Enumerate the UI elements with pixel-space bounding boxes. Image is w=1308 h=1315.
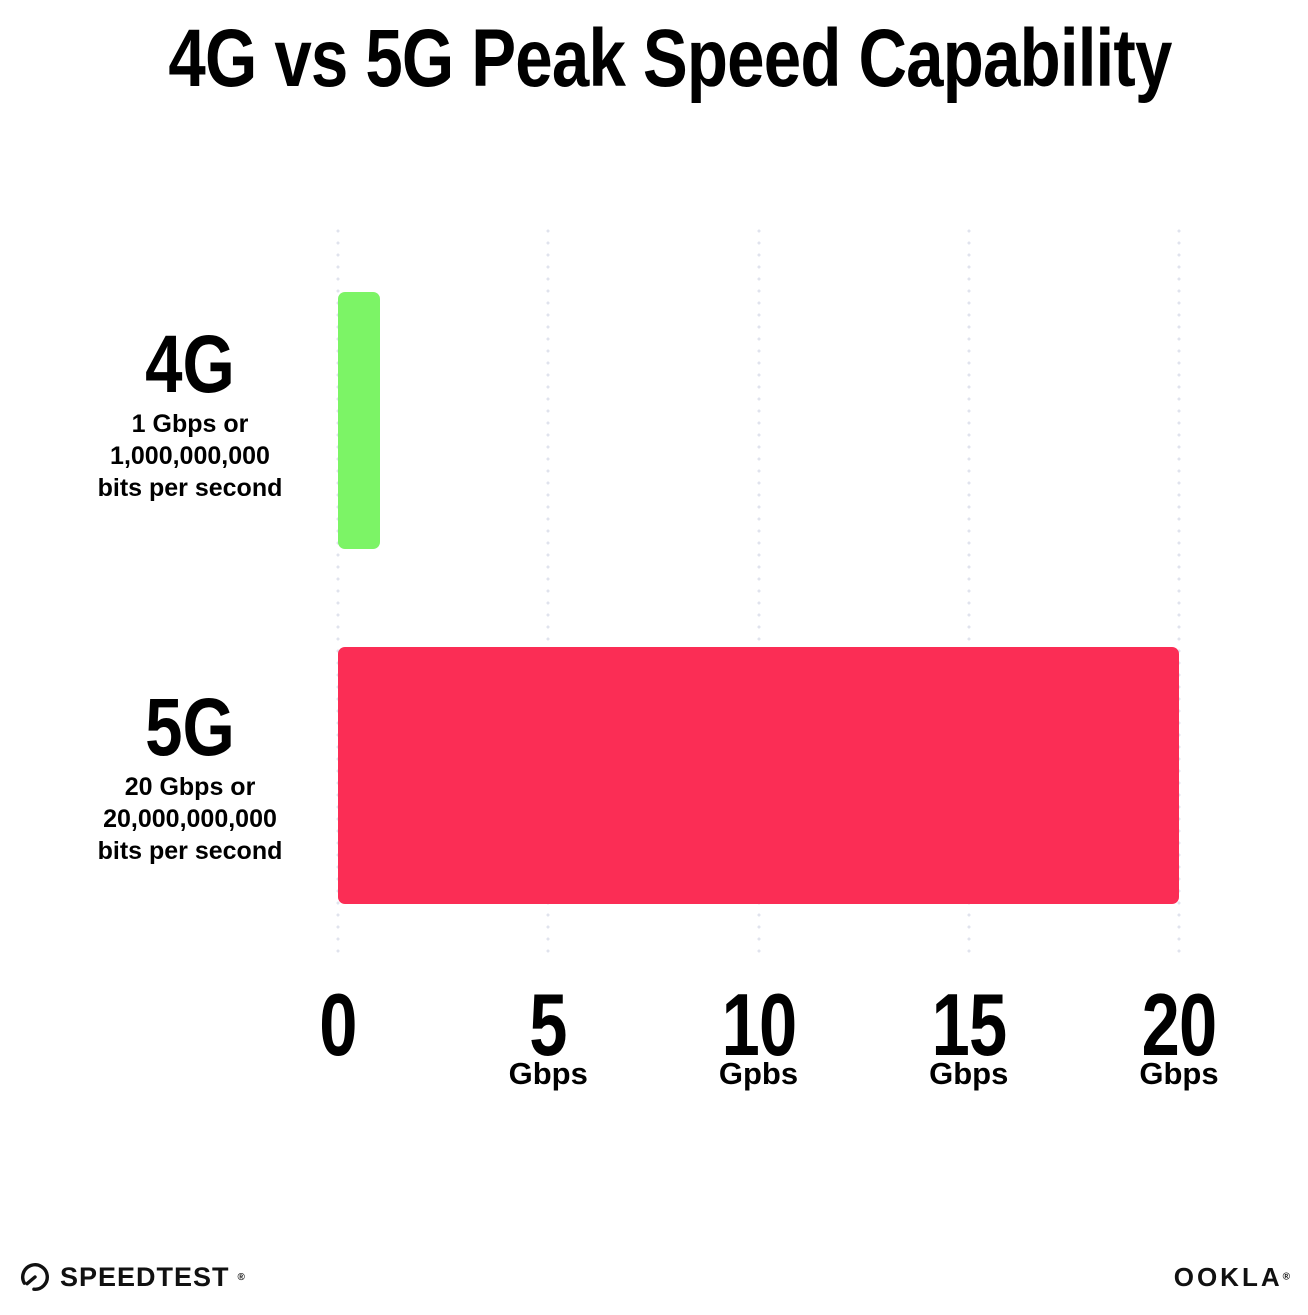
speedtest-logo: SPEEDTEST ®: [18, 1260, 245, 1294]
bar-4g: [338, 292, 381, 549]
ookla-trademark: ®: [1282, 1271, 1290, 1283]
plot-area: [336, 225, 1181, 960]
category-label-5g: 5G: [145, 682, 235, 773]
x-tick-5: 5 Gbps: [428, 981, 668, 1092]
x-axis: 0 5 Gbps 10 Gpbs 15 Gbps 20 Gbps: [319, 981, 1218, 1101]
x-tick-0: 0: [218, 981, 458, 1069]
category-sublabel: 20 Gbps or: [124, 773, 256, 801]
speedtest-gauge-icon: [18, 1260, 52, 1294]
x-tick-15: 15 Gbps: [849, 981, 1089, 1092]
category-sublabel: bits per second: [97, 474, 283, 502]
speedtest-wordmark: SPEEDTEST: [60, 1261, 230, 1292]
x-tick-number: 5: [529, 975, 568, 1074]
category-sublabel: 1,000,000,000: [110, 442, 270, 470]
category-sublabel: bits per second: [97, 837, 283, 865]
category-label-4g: 4G: [145, 319, 235, 410]
x-tick-unit: Gbps: [1139, 1056, 1219, 1091]
x-tick-20: 20 Gbps: [1059, 981, 1299, 1092]
gridline: [756, 225, 761, 960]
x-tick-10: 10 Gpbs: [639, 981, 879, 1092]
gridline: [546, 225, 551, 960]
category-block-5g: 5G 20 Gbps or 20,000,000,000 bits per se…: [20, 687, 360, 867]
chart-title: 4G vs 5G Peak Speed Capability: [168, 13, 1172, 104]
x-tick-number: 15: [931, 975, 1007, 1074]
speedtest-trademark: ®: [237, 1271, 245, 1283]
x-tick-number: 0: [319, 975, 357, 1074]
x-tick-unit: Gbps: [929, 1056, 1009, 1091]
x-tick-number: 20: [1141, 975, 1218, 1074]
x-tick-unit: Gbps: [508, 1056, 588, 1091]
ookla-wordmark: OOKLA: [1173, 1261, 1283, 1292]
gridline: [336, 225, 340, 960]
x-tick-number: 10: [721, 975, 797, 1074]
gridline: [966, 225, 971, 960]
bar-5g: [338, 647, 1179, 904]
footer: SPEEDTEST ® OOKLA®: [18, 1259, 1290, 1295]
category-block-4g: 4G 1 Gbps or 1,000,000,000 bits per seco…: [20, 324, 360, 504]
ookla-logo: OOKLA®: [1174, 1264, 1290, 1291]
category-sublabel: 1 Gbps or: [131, 410, 249, 438]
category-sublabel: 20,000,000,000: [103, 805, 277, 833]
x-tick-unit: Gpbs: [718, 1056, 799, 1091]
gridline: [1177, 225, 1181, 960]
